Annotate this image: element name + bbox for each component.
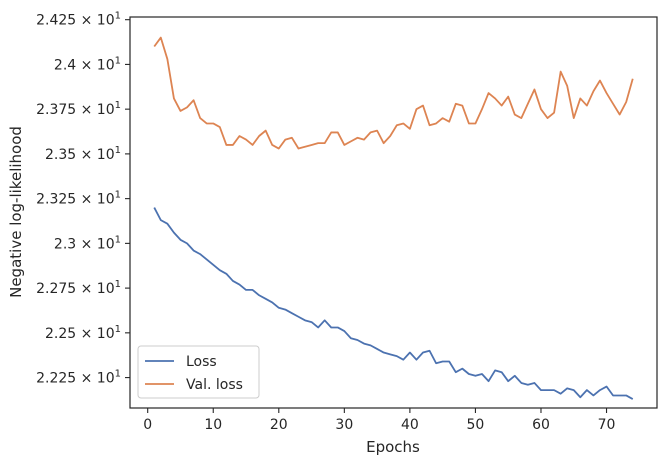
y-tick-label: 2.4 × 101 [54, 55, 121, 73]
x-tick-label: 20 [270, 417, 288, 433]
x-tick-label: 60 [532, 417, 550, 433]
x-axis-ticks: 0 10 20 30 40 50 60 70 [143, 408, 615, 433]
y-tick-label: 2.225 × 101 [36, 369, 121, 387]
y-axis-label: Negative log-likelihood [7, 126, 25, 298]
legend-label-0: Loss [186, 354, 217, 370]
x-tick-label: 30 [335, 417, 353, 433]
series-line-1 [153, 36, 634, 150]
y-tick-label: 2.275 × 101 [36, 279, 121, 297]
x-tick-label: 10 [204, 417, 222, 433]
plot-frame [129, 16, 658, 409]
y-tick-label: 2.325 × 101 [36, 190, 121, 208]
x-axis-label: Epochs [366, 438, 420, 456]
legend-box [137, 345, 260, 399]
x-tick-label: 50 [467, 417, 485, 433]
y-tick-label: 2.3 × 101 [54, 234, 121, 252]
y-tick-label: 2.35 × 101 [45, 145, 121, 163]
y-tick-label: 2.425 × 101 [36, 11, 121, 29]
series-line-0 [153, 207, 634, 400]
x-tick-label: 0 [143, 417, 152, 433]
x-tick-label: 40 [401, 417, 419, 433]
plot-area [129, 16, 658, 409]
y-axis-ticks: 2.225 × 101 2.25 × 101 2.275 × 101 2.3 × 10… [36, 11, 130, 387]
y-tick-label: 2.25 × 101 [45, 324, 121, 342]
legend-label-1: Val. loss [186, 377, 243, 393]
y-tick-label: 2.375 × 101 [36, 100, 121, 118]
legend: Loss Val. loss [137, 345, 260, 399]
x-tick-label: 70 [598, 417, 616, 433]
